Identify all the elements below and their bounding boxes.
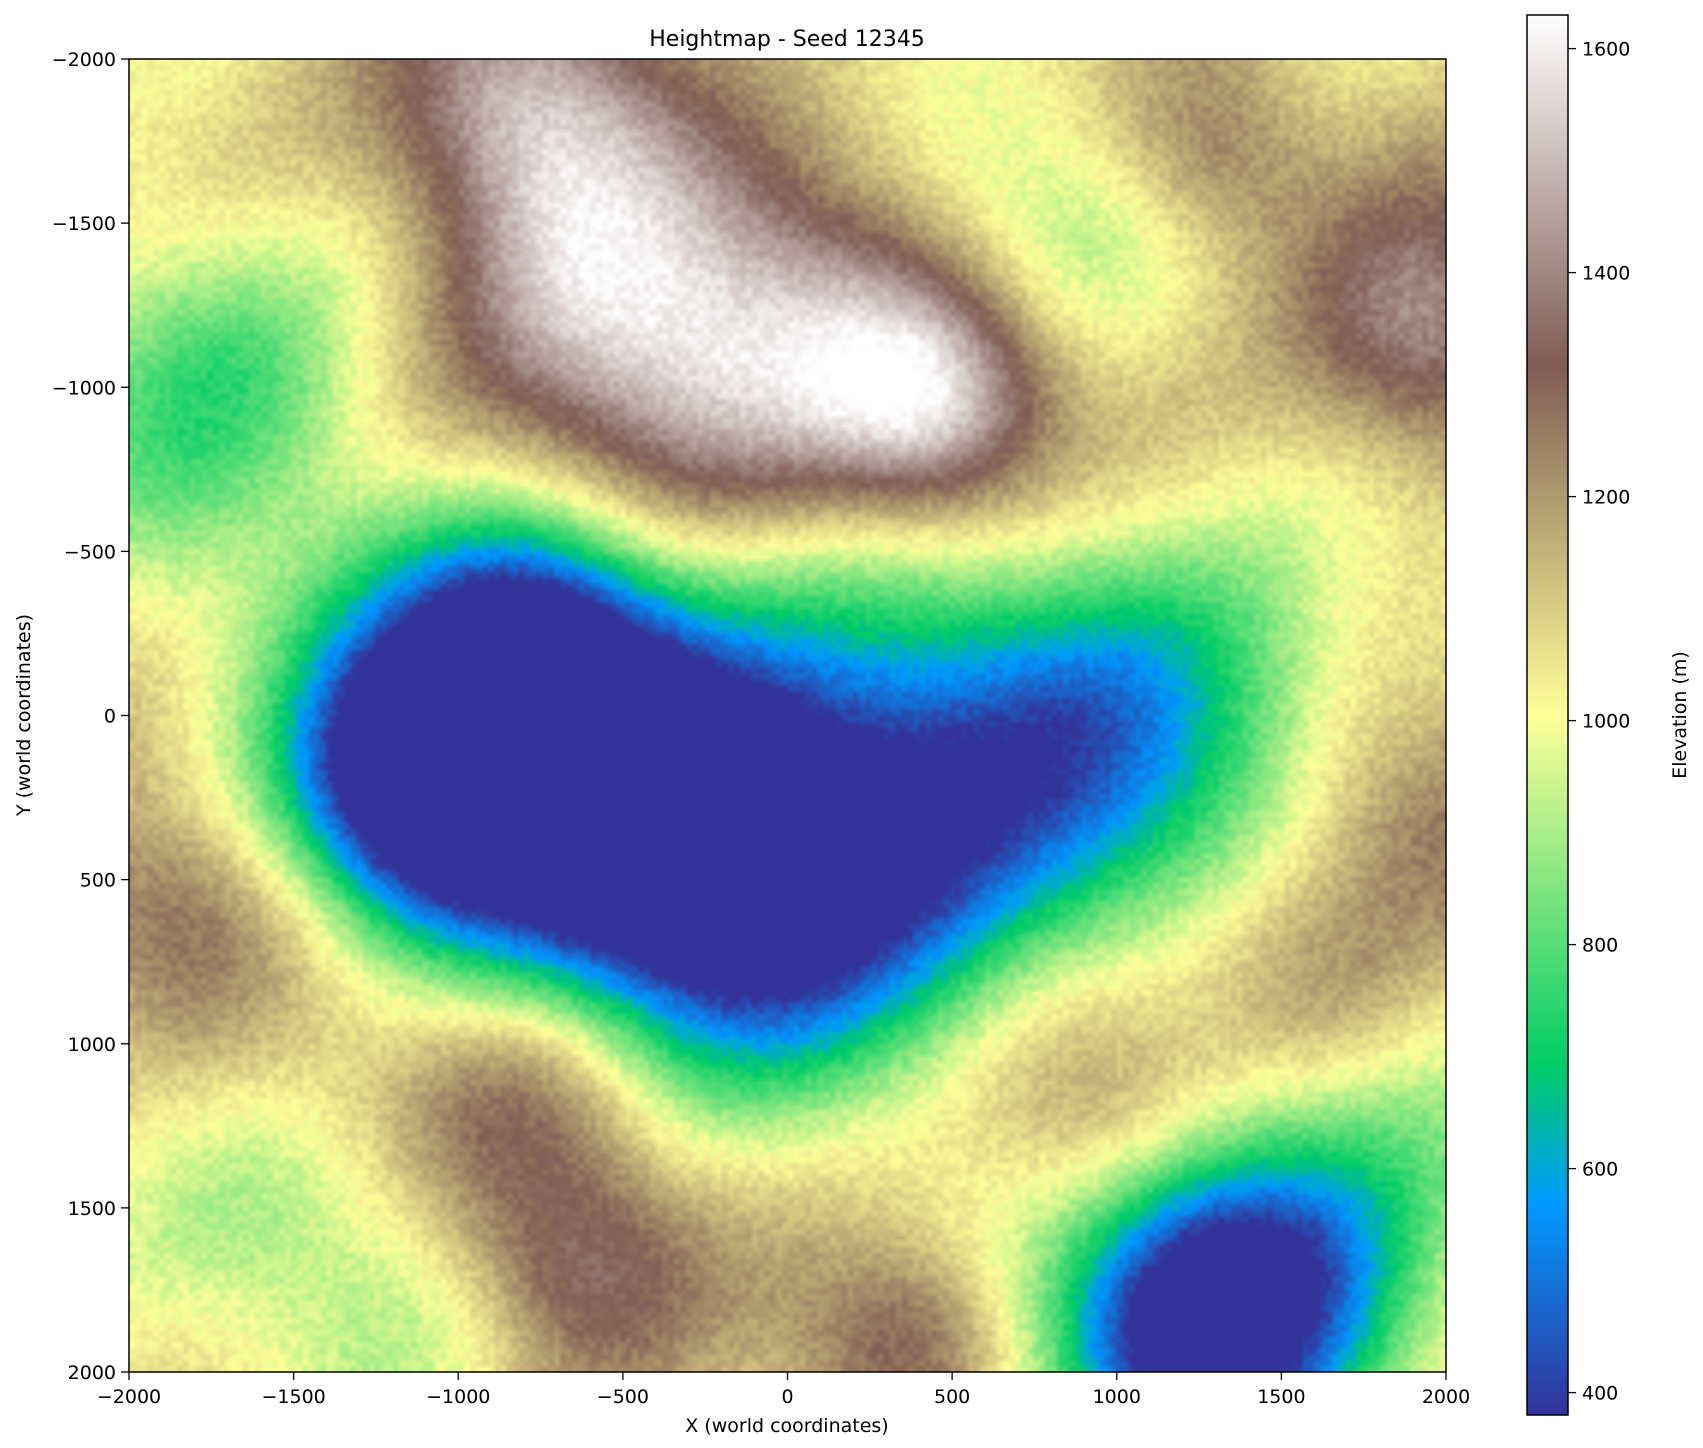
y-tick-label: −1500 bbox=[52, 213, 116, 235]
chart-title: Heightmap - Seed 12345 bbox=[649, 27, 925, 52]
colorbar-tick-label: 1600 bbox=[1582, 39, 1630, 61]
y-tick-label: 0 bbox=[104, 706, 116, 728]
x-tick-label: 500 bbox=[934, 1386, 970, 1408]
x-tick-label: −1500 bbox=[261, 1386, 325, 1408]
colorbar-tick-label: 400 bbox=[1582, 1383, 1618, 1405]
y-tick-label: 1500 bbox=[68, 1198, 116, 1220]
colorbar-gradient bbox=[1527, 15, 1568, 1415]
y-tick-label: −2000 bbox=[52, 49, 116, 71]
x-tick-label: 2000 bbox=[1422, 1386, 1470, 1408]
x-axis-label: X (world coordinates) bbox=[685, 1415, 888, 1437]
colorbar-label: Elevation (m) bbox=[1669, 651, 1691, 779]
colorbar-tick-label: 1200 bbox=[1582, 487, 1630, 509]
colorbar-tick-label: 1000 bbox=[1582, 711, 1630, 733]
x-tick-label: 1500 bbox=[1257, 1386, 1305, 1408]
x-tick-label: 0 bbox=[781, 1386, 793, 1408]
y-axis-ticks: −2000 −1500 −1000 −500 0 500 1000 1500 2000 bbox=[52, 49, 129, 1384]
colorbar-tick-label: 1400 bbox=[1582, 263, 1630, 285]
y-tick-label: −500 bbox=[64, 541, 116, 563]
colorbar-tick-label: 800 bbox=[1582, 935, 1618, 957]
y-tick-label: 500 bbox=[80, 870, 116, 892]
y-axis-label: Y (world coordinates) bbox=[13, 614, 35, 817]
y-tick-label: 1000 bbox=[68, 1034, 116, 1056]
x-tick-label: −500 bbox=[597, 1386, 649, 1408]
x-tick-label: −2000 bbox=[97, 1386, 161, 1408]
x-tick-label: 1000 bbox=[1093, 1386, 1141, 1408]
x-tick-label: −1000 bbox=[426, 1386, 490, 1408]
heightmap-image bbox=[129, 59, 1446, 1372]
y-tick-label: −1000 bbox=[52, 377, 116, 399]
y-tick-label: 2000 bbox=[68, 1362, 116, 1384]
colorbar-ticks: 400 600 800 1000 1200 1400 1600 bbox=[1568, 39, 1630, 1405]
heightmap-plot-area bbox=[129, 59, 1446, 1372]
x-axis-ticks: −2000 −1500 −1000 −500 0 500 1000 1500 2000 bbox=[97, 1372, 1470, 1408]
colorbar: 400 600 800 1000 1200 1400 1600 Elevation (m) bbox=[1527, 15, 1691, 1415]
colorbar-tick-label: 600 bbox=[1582, 1159, 1618, 1181]
